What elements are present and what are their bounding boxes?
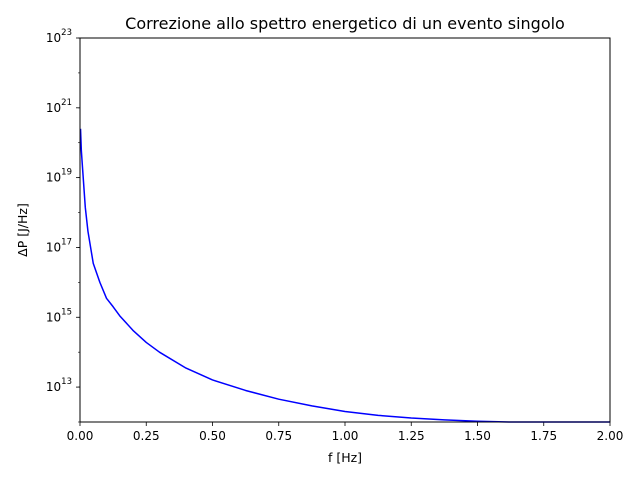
plot-area	[80, 38, 610, 422]
y-tick-base: 10	[46, 171, 61, 185]
y-axis-label: ΔP [J/Hz]	[15, 203, 30, 257]
y-tick-exponent: 21	[61, 98, 72, 108]
y-tick-exponent: 19	[61, 168, 72, 178]
y-tick-base: 10	[46, 240, 61, 254]
y-tick-base: 10	[46, 380, 61, 394]
chart-title: Correzione allo spettro energetico di un…	[125, 14, 565, 33]
y-tick-base: 10	[46, 101, 61, 115]
y-tick-label: 1021	[46, 98, 72, 115]
x-tick-label: 0.50	[199, 429, 226, 443]
plot-frame	[79, 37, 611, 423]
x-tick-label: 1.25	[398, 429, 425, 443]
x-tick-label: 1.50	[464, 429, 491, 443]
x-tick-label: 1.75	[530, 429, 557, 443]
x-tick-label: 0.00	[67, 429, 94, 443]
y-tick-exponent: 17	[61, 237, 72, 247]
series-line-0	[79, 128, 610, 423]
y-tick-exponent: 15	[61, 307, 72, 317]
x-tick-label: 2.00	[597, 429, 624, 443]
y-tick-base: 10	[46, 310, 61, 324]
y-tick-exponent: 13	[61, 377, 72, 387]
y-tick-label: 1019	[46, 168, 72, 185]
axis-ticks: 0.00 0.25 0.50 0.75 1.00 1.25 1.50 1.75 2.001013…	[46, 28, 623, 443]
x-tick-label: 0.75	[265, 429, 292, 443]
y-tick-exponent: 23	[61, 28, 72, 38]
y-tick-label: 1015	[46, 307, 72, 324]
x-tick-label: 1.00	[332, 429, 359, 443]
x-axis-label: f [Hz]	[328, 450, 362, 465]
series-layer	[79, 128, 610, 423]
y-tick-label: 1023	[46, 28, 72, 45]
x-tick-label: 0.25	[133, 429, 160, 443]
y-tick-label: 1013	[46, 377, 72, 394]
y-tick-label: 1017	[46, 237, 72, 254]
y-tick-base: 10	[46, 31, 61, 45]
